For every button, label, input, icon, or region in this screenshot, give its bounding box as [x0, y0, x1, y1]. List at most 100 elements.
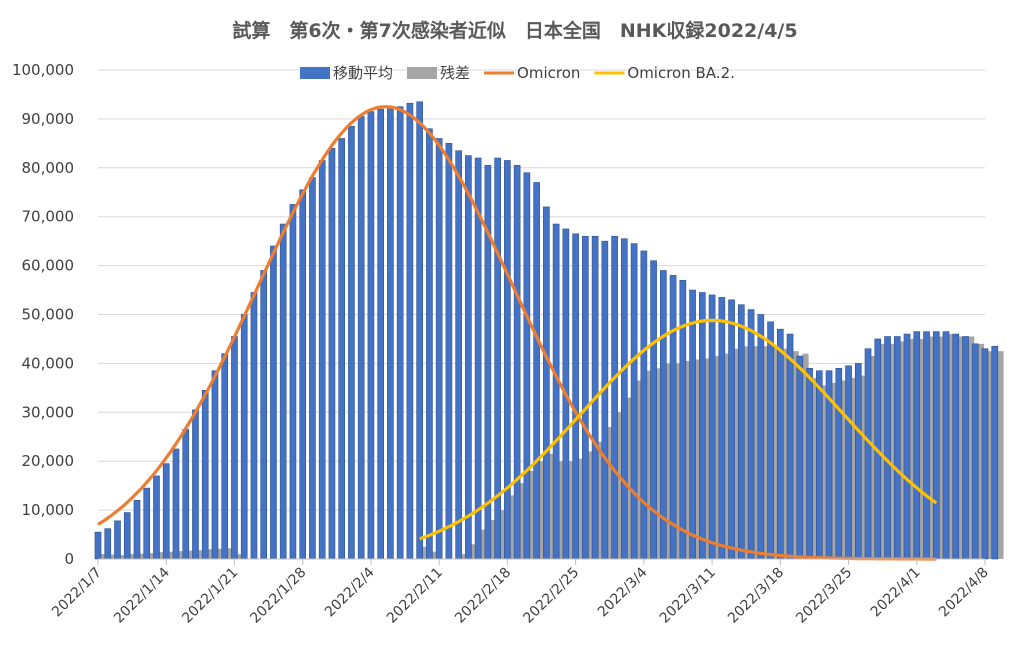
x-tick-label: 2022/3/25 — [793, 565, 855, 627]
moving-average-bar — [172, 448, 180, 560]
legend-swatch — [407, 67, 438, 79]
moving-average-bar — [962, 336, 969, 560]
moving-average-bar — [669, 275, 677, 560]
moving-average-bar — [299, 189, 307, 560]
y-tick-label: 90,000 — [22, 110, 75, 128]
moving-average-bar — [708, 294, 716, 560]
series-moving-average — [94, 101, 999, 560]
residual-bar — [997, 351, 1004, 559]
residual-bar — [636, 380, 643, 559]
residual-bar — [870, 356, 877, 559]
residual-bar — [549, 453, 556, 559]
moving-average-bar — [611, 235, 618, 560]
residual-bar — [529, 470, 536, 559]
moving-average-bar — [679, 279, 687, 560]
residual-bar — [578, 458, 585, 559]
moving-average-bar — [513, 165, 521, 560]
residual-bar — [588, 451, 595, 559]
residual-bar — [500, 510, 507, 559]
moving-average-bar — [835, 367, 843, 560]
residual-bar — [909, 338, 916, 559]
y-axis: 0 10,000 20,000 30,000 40,000 50,000 60,000 70,… — [12, 61, 74, 568]
residual-bar — [744, 346, 751, 559]
moving-average-bar — [377, 108, 384, 560]
residual-bar — [130, 554, 137, 559]
y-tick-label: 0 — [64, 550, 74, 568]
residual-bar — [568, 461, 575, 559]
residual-bar — [656, 368, 663, 559]
residual-bar — [822, 385, 829, 559]
moving-average-bar — [621, 238, 628, 560]
residual-bar — [188, 550, 195, 559]
residual-bar — [237, 554, 244, 559]
moving-average-bar — [932, 331, 940, 560]
residual-bar — [968, 336, 975, 559]
residual-bar — [948, 334, 955, 559]
x-tick-label: 2022/3/11 — [657, 565, 719, 627]
moving-average-bar — [699, 292, 706, 560]
x-tick-label: 2022/2/4 — [322, 564, 378, 620]
residual-bar — [198, 550, 205, 559]
moving-average-bar — [504, 160, 511, 560]
residual-bar — [792, 351, 799, 559]
moving-average-bar — [416, 101, 423, 560]
curves — [97, 105, 938, 561]
residual-bar — [422, 546, 429, 559]
moving-average-bar — [806, 367, 813, 560]
moving-average-bar — [728, 299, 735, 560]
moving-average-bar — [318, 160, 326, 560]
residual-bar — [159, 552, 166, 559]
moving-average-bar — [309, 177, 316, 560]
moving-average-bar — [640, 250, 648, 560]
x-axis: 2022/1/7 2022/1/14 2022/1/21 2022/1/28 2022/… — [49, 558, 992, 627]
moving-average-bar — [387, 106, 394, 560]
moving-average-bar — [231, 336, 238, 560]
residual-bar — [471, 544, 478, 559]
residual-bar — [978, 343, 985, 559]
residual-bar — [861, 375, 868, 559]
x-tick-label: 2022/4/8 — [936, 565, 992, 621]
moving-average-bar — [455, 150, 462, 560]
moving-average-bar — [903, 333, 911, 560]
residual-bar — [100, 554, 107, 559]
residual-bar — [646, 370, 653, 559]
moving-average-bar — [182, 429, 190, 560]
moving-average-bar — [133, 500, 141, 560]
residual-bar — [841, 380, 848, 559]
moving-average-bar — [348, 125, 355, 560]
moving-average-bar — [776, 328, 784, 560]
series-residual — [100, 334, 1004, 559]
x-tick-label: 2022/1/28 — [247, 565, 309, 627]
moving-average-bar — [153, 475, 160, 560]
moving-average-bar — [952, 333, 960, 560]
residual-bar — [890, 343, 897, 559]
residual-bar — [929, 336, 936, 559]
curve-line — [97, 105, 937, 561]
residual-bar — [695, 359, 702, 559]
moving-average-bar — [211, 370, 219, 560]
moving-average-bar — [289, 204, 297, 560]
x-tick-label: 2022/1/21 — [179, 565, 241, 627]
residual-bar — [773, 346, 780, 559]
x-tick-label: 2022/3/18 — [725, 565, 787, 627]
moving-average-bar — [435, 138, 443, 560]
moving-average-bar — [445, 143, 453, 560]
moving-average-bar — [338, 138, 346, 560]
y-tick-label: 70,000 — [22, 208, 75, 226]
moving-average-bar — [123, 512, 131, 560]
moving-average-bar — [971, 343, 979, 560]
residual-bar — [207, 549, 215, 559]
residual-bar — [734, 348, 741, 559]
moving-average-bar — [815, 370, 823, 560]
moving-average-bar — [942, 331, 950, 560]
residual-bar — [519, 483, 526, 559]
moving-average-bar — [279, 223, 287, 560]
y-tick-label: 50,000 — [22, 306, 75, 324]
residual-bar — [958, 336, 965, 559]
residual-bar — [783, 348, 790, 559]
legend-label: 残差 — [440, 64, 470, 82]
residual-bar — [168, 551, 176, 559]
x-tick-label: 2022/2/25 — [520, 565, 582, 627]
residual-bar — [227, 548, 234, 559]
moving-average-bar — [923, 331, 930, 560]
